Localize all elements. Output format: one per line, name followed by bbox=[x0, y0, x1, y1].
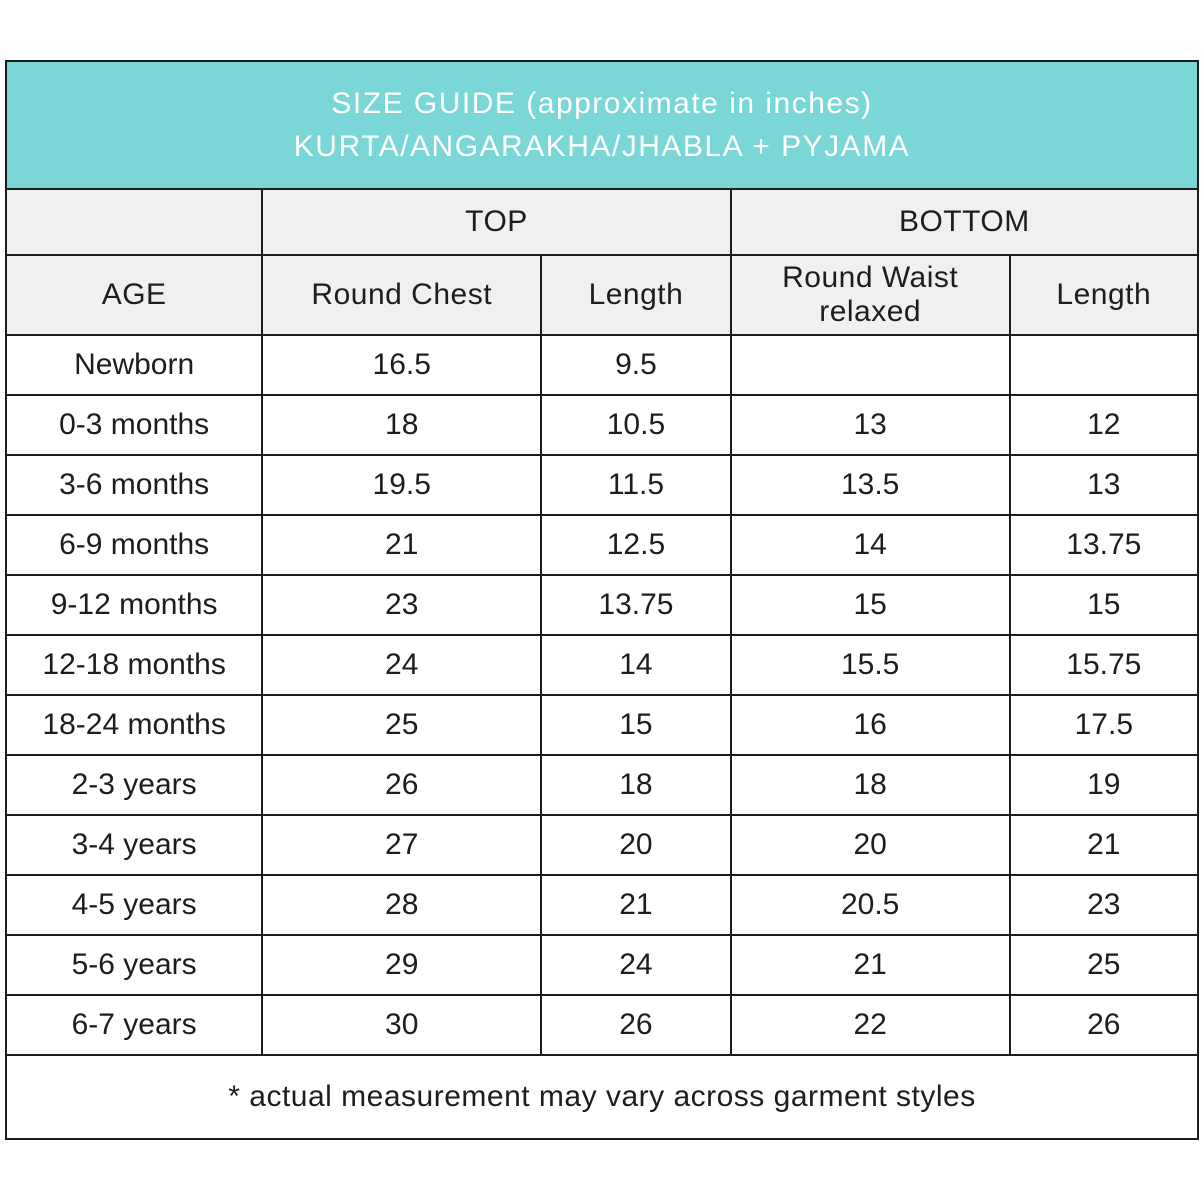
age-cell: 2-3 years bbox=[4, 754, 264, 816]
bottom-length-cell: 15.75 bbox=[1008, 634, 1200, 696]
bottom-length-cell: 19 bbox=[1008, 754, 1200, 816]
round-waist-cell: 13.5 bbox=[729, 454, 1011, 516]
table-row: 4-5 years 28 21 20.5 23 bbox=[4, 874, 1200, 936]
bottom-length-cell: 17.5 bbox=[1008, 694, 1200, 756]
round-waist-cell: 20 bbox=[729, 814, 1011, 876]
age-cell: Newborn bbox=[4, 334, 264, 396]
round-waist-cell: 13 bbox=[729, 394, 1011, 456]
top-length-cell: 15 bbox=[540, 694, 732, 756]
top-length-cell: 24 bbox=[540, 934, 732, 996]
column-header-row: AGE Round Chest Length Round Waist relax… bbox=[4, 254, 1200, 336]
bottom-length-cell: 21 bbox=[1008, 814, 1200, 876]
table-row: 18-24 months 25 15 16 17.5 bbox=[4, 694, 1200, 756]
round-chest-cell: 21 bbox=[261, 514, 543, 576]
footnote-text: * actual measurement may vary across gar… bbox=[5, 1054, 1199, 1140]
top-length-cell: 18 bbox=[540, 754, 732, 816]
table-row: 5-6 years 29 24 21 25 bbox=[4, 934, 1200, 996]
age-cell: 18-24 months bbox=[4, 694, 264, 756]
table-row: 12-18 months 24 14 15.5 15.75 bbox=[4, 634, 1200, 696]
round-waist-cell: 18 bbox=[729, 754, 1011, 816]
age-cell: 3-6 months bbox=[4, 454, 264, 516]
round-chest-cell: 30 bbox=[261, 994, 543, 1056]
top-length-cell: 20 bbox=[540, 814, 732, 876]
round-waist-cell: 22 bbox=[729, 994, 1011, 1056]
column-header-top-length: Length bbox=[540, 254, 732, 336]
round-chest-cell: 23 bbox=[261, 574, 543, 636]
bottom-length-cell bbox=[1008, 334, 1200, 396]
round-chest-cell: 16.5 bbox=[261, 334, 543, 396]
round-chest-cell: 24 bbox=[261, 634, 543, 696]
age-cell: 0-3 months bbox=[4, 394, 264, 456]
top-length-cell: 26 bbox=[540, 994, 732, 1056]
round-chest-cell: 25 bbox=[261, 694, 543, 756]
age-cell: 9-12 months bbox=[4, 574, 264, 636]
table-row: Newborn 16.5 9.5 bbox=[4, 334, 1200, 396]
top-length-cell: 12.5 bbox=[540, 514, 732, 576]
age-cell: 6-9 months bbox=[4, 514, 264, 576]
table-row: 0-3 months 18 10.5 13 12 bbox=[4, 394, 1200, 456]
column-header-bottom-length: Length bbox=[1008, 254, 1200, 336]
age-cell: 4-5 years bbox=[4, 874, 264, 936]
bottom-length-cell: 15 bbox=[1008, 574, 1200, 636]
group-header-age-spacer bbox=[4, 188, 264, 256]
age-cell: 5-6 years bbox=[4, 934, 264, 996]
column-header-round-waist: Round Waist relaxed bbox=[729, 254, 1011, 336]
round-chest-cell: 29 bbox=[261, 934, 543, 996]
round-chest-cell: 19.5 bbox=[261, 454, 543, 516]
size-guide-banner: SIZE GUIDE (approximate in inches) KURTA… bbox=[5, 60, 1199, 188]
top-length-cell: 9.5 bbox=[540, 334, 732, 396]
round-waist-cell: 20.5 bbox=[729, 874, 1011, 936]
table-row: 2-3 years 26 18 18 19 bbox=[4, 754, 1200, 816]
size-guide-table: TOP BOTTOM AGE Round Chest Length Round … bbox=[4, 188, 1200, 1140]
group-header-row: TOP BOTTOM bbox=[4, 188, 1200, 256]
top-length-cell: 21 bbox=[540, 874, 732, 936]
round-chest-cell: 27 bbox=[261, 814, 543, 876]
round-waist-cell: 15 bbox=[729, 574, 1011, 636]
table-row: 3-4 years 27 20 20 21 bbox=[4, 814, 1200, 876]
round-chest-cell: 18 bbox=[261, 394, 543, 456]
bottom-length-cell: 25 bbox=[1008, 934, 1200, 996]
table-row: 9-12 months 23 13.75 15 15 bbox=[4, 574, 1200, 636]
top-length-cell: 11.5 bbox=[540, 454, 732, 516]
round-waist-cell bbox=[729, 334, 1011, 396]
bottom-length-cell: 13.75 bbox=[1008, 514, 1200, 576]
footnote-row: * actual measurement may vary across gar… bbox=[5, 1054, 1199, 1140]
group-header-top: TOP bbox=[261, 188, 732, 256]
table-row: 6-7 years 30 26 22 26 bbox=[4, 994, 1200, 1056]
banner-title-line2: KURTA/ANGARAKHA/JHABLA + PYJAMA bbox=[293, 130, 911, 163]
column-header-round-chest: Round Chest bbox=[261, 254, 543, 336]
age-cell: 3-4 years bbox=[4, 814, 264, 876]
age-cell: 6-7 years bbox=[4, 994, 264, 1056]
bottom-length-cell: 23 bbox=[1008, 874, 1200, 936]
table-row: 6-9 months 21 12.5 14 13.75 bbox=[4, 514, 1200, 576]
top-length-cell: 13.75 bbox=[540, 574, 732, 636]
bottom-length-cell: 12 bbox=[1008, 394, 1200, 456]
round-chest-cell: 26 bbox=[261, 754, 543, 816]
top-length-cell: 10.5 bbox=[540, 394, 732, 456]
table-row: 3-6 months 19.5 11.5 13.5 13 bbox=[4, 454, 1200, 516]
round-waist-cell: 21 bbox=[729, 934, 1011, 996]
bottom-length-cell: 13 bbox=[1008, 454, 1200, 516]
group-header-bottom: BOTTOM bbox=[729, 188, 1200, 256]
round-waist-cell: 16 bbox=[729, 694, 1011, 756]
age-cell: 12-18 months bbox=[4, 634, 264, 696]
round-waist-cell: 14 bbox=[729, 514, 1011, 576]
bottom-length-cell: 26 bbox=[1008, 994, 1200, 1056]
round-chest-cell: 28 bbox=[261, 874, 543, 936]
top-length-cell: 14 bbox=[540, 634, 732, 696]
banner-title-line1: SIZE GUIDE (approximate in inches) bbox=[331, 86, 873, 120]
round-waist-cell: 15.5 bbox=[729, 634, 1011, 696]
column-header-age: AGE bbox=[4, 254, 264, 336]
